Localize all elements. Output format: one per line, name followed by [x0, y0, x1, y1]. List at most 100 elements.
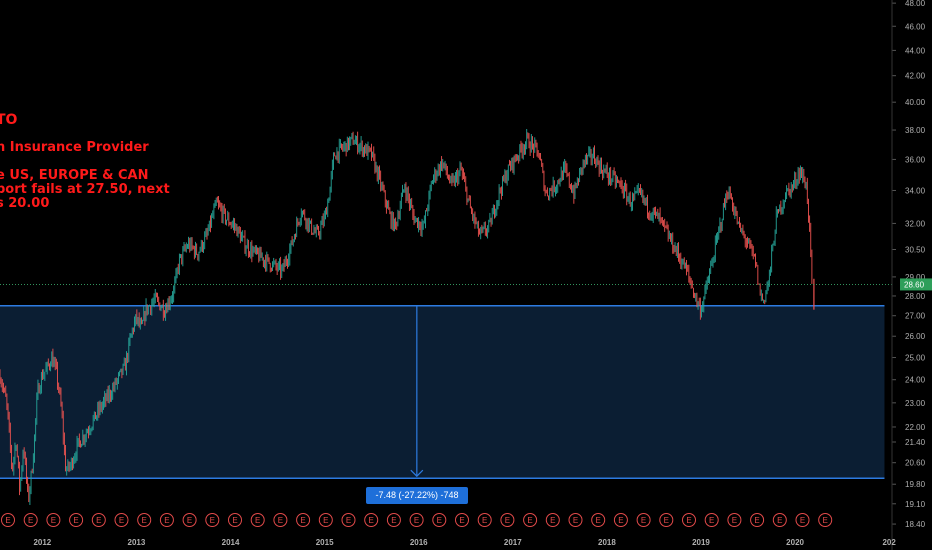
earnings-marker-circle: [69, 513, 84, 527]
earnings-marker-label: E: [527, 516, 532, 525]
earnings-marker[interactable]: E: [250, 513, 265, 527]
earnings-marker[interactable]: E: [46, 513, 61, 527]
y-tick-label: 19.10: [905, 500, 926, 509]
y-tick-label: 28.00: [905, 292, 926, 301]
earnings-marker-circle: [250, 513, 265, 527]
measure-label: -7.48 (-27.22%) -748: [366, 487, 468, 504]
earnings-marker-circle: [318, 513, 333, 527]
earnings-marker-circle: [23, 513, 38, 527]
earnings-marker-label: E: [28, 516, 33, 525]
earnings-marker[interactable]: E: [91, 513, 106, 527]
last-price-label: 28.60: [904, 280, 925, 289]
earnings-marker[interactable]: E: [772, 513, 787, 527]
earnings-marker-label: E: [119, 516, 124, 525]
earnings-marker-circle: [273, 513, 288, 527]
earnings-marker-label: E: [641, 516, 646, 525]
earnings-marker[interactable]: E: [273, 513, 288, 527]
earnings-marker[interactable]: E: [477, 513, 492, 527]
earnings-marker[interactable]: E: [613, 513, 628, 527]
earnings-marker-label: E: [777, 516, 782, 525]
earnings-marker-label: E: [255, 516, 260, 525]
y-tick-label: 20.60: [905, 459, 926, 468]
earnings-marker-label: E: [142, 516, 147, 525]
earnings-marker-circle: [568, 513, 583, 527]
earnings-marker-circle: [364, 513, 379, 527]
earnings-marker[interactable]: E: [409, 513, 424, 527]
y-tick-label: 27.00: [905, 312, 926, 321]
earnings-marker[interactable]: E: [318, 513, 333, 527]
earnings-marker[interactable]: E: [750, 513, 765, 527]
earnings-marker[interactable]: E: [182, 513, 197, 527]
annotation-line-1: TO: [0, 112, 18, 128]
earnings-marker-circle: [432, 513, 447, 527]
earnings-marker-circle: [545, 513, 560, 527]
earnings-marker-circle: [500, 513, 515, 527]
earnings-marker[interactable]: E: [795, 513, 810, 527]
earnings-marker[interactable]: E: [704, 513, 719, 527]
earnings-marker-label: E: [732, 516, 737, 525]
earnings-marker-circle: [818, 513, 833, 527]
earnings-marker-label: E: [573, 516, 578, 525]
support-zone-fill: [0, 305, 885, 479]
earnings-marker[interactable]: E: [159, 513, 174, 527]
y-tick-label: 42.00: [905, 72, 926, 81]
earnings-marker-label: E: [164, 516, 169, 525]
earnings-marker[interactable]: E: [659, 513, 674, 527]
earnings-marker-circle: [137, 513, 152, 527]
y-tick-label: 18.40: [905, 520, 926, 529]
earnings-marker[interactable]: E: [137, 513, 152, 527]
earnings-marker-circle: [46, 513, 61, 527]
earnings-marker-label: E: [187, 516, 192, 525]
annotation-line-4: port fails at 27.50, next: [0, 182, 170, 197]
earnings-marker-label: E: [391, 516, 396, 525]
earnings-marker-label: E: [754, 516, 759, 525]
y-tick-label: 32.00: [905, 219, 926, 228]
time-axis[interactable]: 2012 2013 2014 2015 2016 2017 2018 2019 2020 202: [33, 538, 896, 547]
earnings-marker[interactable]: E: [523, 513, 538, 527]
earnings-marker[interactable]: E: [455, 513, 469, 527]
earnings-marker[interactable]: E: [568, 513, 583, 527]
earnings-marker[interactable]: E: [69, 513, 84, 527]
earnings-marker[interactable]: E: [500, 513, 515, 527]
earnings-marker-label: E: [505, 516, 510, 525]
earnings-marker[interactable]: E: [205, 513, 220, 527]
price-axis[interactable]: 48.00 46.00 44.00 42.00 40.00 38.00 36.00 34.00…: [891, 0, 932, 550]
earnings-marker-circle: [409, 513, 424, 527]
earnings-marker-circle: [523, 513, 538, 527]
earnings-marker-label: E: [618, 516, 623, 525]
earnings-marker[interactable]: E: [545, 513, 560, 527]
earnings-marker[interactable]: E: [432, 513, 447, 527]
earnings-marker-circle: [455, 513, 469, 527]
earnings-marker[interactable]: E: [386, 513, 401, 527]
earnings-marker[interactable]: E: [228, 513, 242, 527]
earnings-marker-label: E: [823, 516, 828, 525]
earnings-marker-circle: [341, 513, 356, 527]
earnings-marker[interactable]: E: [1, 513, 15, 527]
annotation-line-2: n Insurance Provider: [0, 140, 149, 155]
earnings-marker[interactable]: E: [682, 513, 696, 527]
x-tick-label: 2014: [222, 538, 240, 547]
earnings-marker[interactable]: E: [591, 513, 606, 527]
earnings-marker[interactable]: E: [114, 513, 129, 527]
measure-arrowhead: [410, 469, 424, 478]
earnings-marker[interactable]: E: [364, 513, 379, 527]
x-tick-label: 2012: [33, 538, 51, 547]
earnings-marker[interactable]: E: [636, 513, 651, 527]
earnings-marker[interactable]: E: [341, 513, 356, 527]
earnings-marker[interactable]: E: [818, 513, 833, 527]
earnings-marker-circle: [1, 513, 15, 527]
earnings-marker-circle: [114, 513, 129, 527]
earnings-marker[interactable]: E: [727, 513, 742, 527]
earnings-marker-label: E: [482, 516, 487, 525]
earnings-marker-circle: [659, 513, 674, 527]
earnings-marker-circle: [159, 513, 174, 527]
earnings-marker[interactable]: E: [296, 513, 311, 527]
x-tick-label: 2017: [504, 538, 522, 547]
earnings-marker-label: E: [300, 516, 305, 525]
x-tick-label: 2020: [786, 538, 804, 547]
y-tick-label: 26.00: [905, 332, 926, 341]
earnings-marker-circle: [386, 513, 401, 527]
earnings-marker[interactable]: E: [23, 513, 38, 527]
